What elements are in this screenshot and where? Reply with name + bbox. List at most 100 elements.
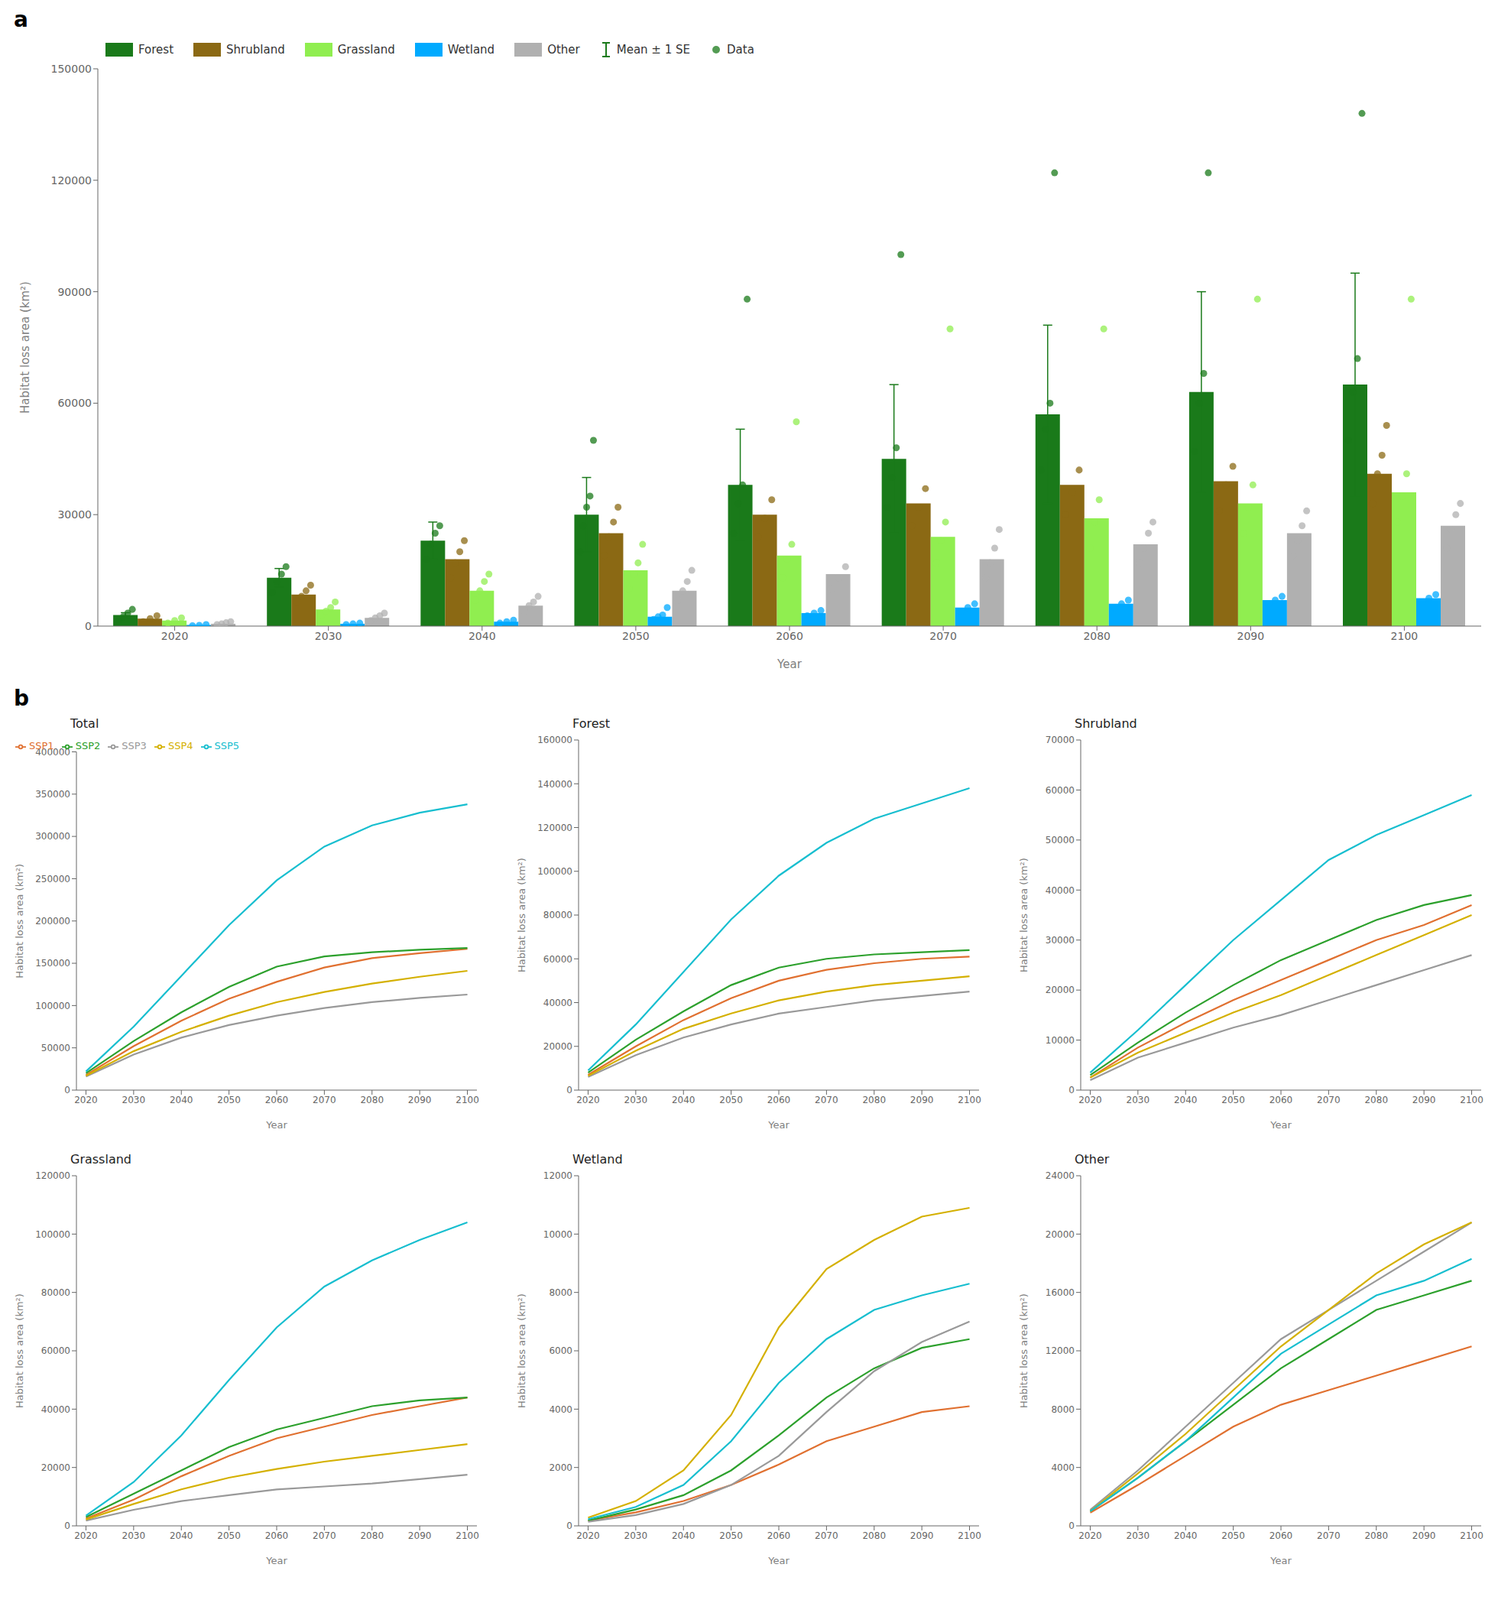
svg-text:Year: Year <box>776 657 803 672</box>
svg-text:6000: 6000 <box>548 1345 573 1356</box>
svg-text:2050: 2050 <box>217 1094 241 1106</box>
svg-text:140000: 140000 <box>537 778 573 790</box>
svg-text:2100: 2100 <box>455 1530 480 1541</box>
svg-text:2040: 2040 <box>169 1094 194 1106</box>
svg-text:2100: 2100 <box>1459 1530 1484 1541</box>
svg-text:2100: 2100 <box>957 1094 982 1106</box>
svg-text:2040: 2040 <box>468 629 497 643</box>
svg-text:2050: 2050 <box>1221 1530 1246 1541</box>
svg-text:40000: 40000 <box>543 997 573 1009</box>
svg-text:120000: 120000 <box>51 174 92 187</box>
svg-text:2050: 2050 <box>622 629 650 643</box>
svg-text:Year: Year <box>767 1554 790 1567</box>
svg-text:50000: 50000 <box>41 1042 71 1054</box>
svg-text:4000: 4000 <box>1050 1462 1075 1473</box>
svg-text:60000: 60000 <box>41 1345 71 1356</box>
svg-text:2080: 2080 <box>862 1530 886 1541</box>
svg-text:0: 0 <box>64 1084 71 1096</box>
svg-text:0: 0 <box>1068 1084 1075 1096</box>
svg-text:2090: 2090 <box>910 1530 934 1541</box>
svg-text:Habitat loss area (km²): Habitat loss area (km²) <box>1018 857 1030 973</box>
svg-text:2060: 2060 <box>767 1530 792 1541</box>
svg-text:2020: 2020 <box>576 1530 600 1541</box>
svg-text:2090: 2090 <box>1412 1094 1437 1106</box>
svg-text:Habitat loss area (km²): Habitat loss area (km²) <box>13 1293 26 1408</box>
svg-text:120000: 120000 <box>35 1170 71 1181</box>
svg-text:2030: 2030 <box>122 1530 146 1541</box>
svg-text:2060: 2060 <box>775 629 804 643</box>
svg-text:10000: 10000 <box>543 1228 573 1240</box>
svg-text:2040: 2040 <box>1173 1094 1198 1106</box>
svg-text:100000: 100000 <box>35 1000 71 1012</box>
svg-text:100000: 100000 <box>537 865 573 877</box>
svg-text:120000: 120000 <box>537 822 573 834</box>
svg-text:2060: 2060 <box>767 1094 792 1106</box>
svg-text:Year: Year <box>1269 1118 1292 1131</box>
svg-text:400000: 400000 <box>35 746 71 758</box>
svg-text:2080: 2080 <box>1364 1094 1388 1106</box>
svg-text:40000: 40000 <box>41 1403 71 1415</box>
svg-text:2040: 2040 <box>671 1530 696 1541</box>
svg-text:12000: 12000 <box>1045 1345 1075 1356</box>
svg-text:2070: 2070 <box>1316 1530 1341 1541</box>
svg-text:2090: 2090 <box>1237 629 1265 643</box>
svg-text:Year: Year <box>265 1554 288 1567</box>
svg-text:2020: 2020 <box>74 1094 98 1106</box>
svg-text:24000: 24000 <box>1045 1170 1075 1181</box>
svg-text:80000: 80000 <box>543 909 573 921</box>
svg-text:150000: 150000 <box>51 62 92 75</box>
svg-text:80000: 80000 <box>41 1287 71 1298</box>
svg-text:2020: 2020 <box>1078 1530 1103 1541</box>
svg-text:60000: 60000 <box>1045 784 1075 796</box>
svg-text:2030: 2030 <box>624 1094 649 1106</box>
svg-text:100000: 100000 <box>35 1228 71 1240</box>
svg-text:2050: 2050 <box>217 1530 241 1541</box>
svg-text:2100: 2100 <box>1391 629 1419 643</box>
svg-text:4000: 4000 <box>548 1403 573 1415</box>
svg-text:150000: 150000 <box>35 957 71 969</box>
svg-text:2080: 2080 <box>359 1094 384 1106</box>
svg-text:2030: 2030 <box>624 1530 649 1541</box>
svg-text:2050: 2050 <box>719 1094 743 1106</box>
svg-text:2020: 2020 <box>74 1530 98 1541</box>
svg-text:60000: 60000 <box>543 953 573 965</box>
svg-text:2090: 2090 <box>408 1530 432 1541</box>
svg-text:250000: 250000 <box>35 873 71 885</box>
svg-text:Habitat loss area (km²): Habitat loss area (km²) <box>13 863 26 979</box>
svg-text:Year: Year <box>767 1118 790 1131</box>
svg-text:300000: 300000 <box>35 830 71 842</box>
svg-text:40000: 40000 <box>1045 885 1075 896</box>
svg-text:2090: 2090 <box>1412 1530 1437 1541</box>
svg-text:2060: 2060 <box>265 1530 289 1541</box>
svg-text:160000: 160000 <box>537 734 573 746</box>
svg-text:2090: 2090 <box>910 1094 934 1106</box>
svg-text:2020: 2020 <box>1078 1094 1103 1106</box>
svg-text:2040: 2040 <box>1173 1530 1198 1541</box>
svg-text:Habitat loss area (km²): Habitat loss area (km²) <box>1018 1293 1030 1408</box>
svg-text:2060: 2060 <box>1269 1530 1294 1541</box>
svg-text:2030: 2030 <box>314 629 343 643</box>
svg-text:90000: 90000 <box>57 285 92 299</box>
svg-text:2100: 2100 <box>957 1530 982 1541</box>
svg-text:Year: Year <box>265 1118 288 1131</box>
svg-text:2030: 2030 <box>1126 1530 1151 1541</box>
svg-text:2080: 2080 <box>359 1530 384 1541</box>
svg-text:30000: 30000 <box>57 508 92 521</box>
svg-text:2070: 2070 <box>1316 1094 1341 1106</box>
svg-text:20000: 20000 <box>41 1462 71 1473</box>
svg-text:2100: 2100 <box>455 1094 480 1106</box>
svg-text:2060: 2060 <box>1269 1094 1294 1106</box>
svg-text:2080: 2080 <box>862 1094 886 1106</box>
svg-text:8000: 8000 <box>548 1287 573 1298</box>
svg-text:2070: 2070 <box>814 1094 839 1106</box>
svg-text:2000: 2000 <box>548 1462 573 1473</box>
svg-text:0: 0 <box>566 1084 573 1096</box>
svg-text:30000: 30000 <box>1045 934 1075 946</box>
svg-text:2090: 2090 <box>408 1094 432 1106</box>
svg-text:2040: 2040 <box>671 1094 696 1106</box>
svg-text:2050: 2050 <box>1221 1094 1246 1106</box>
svg-text:70000: 70000 <box>1045 734 1075 746</box>
svg-text:Year: Year <box>1269 1554 1292 1567</box>
svg-text:2030: 2030 <box>1126 1094 1151 1106</box>
svg-text:8000: 8000 <box>1050 1403 1075 1415</box>
